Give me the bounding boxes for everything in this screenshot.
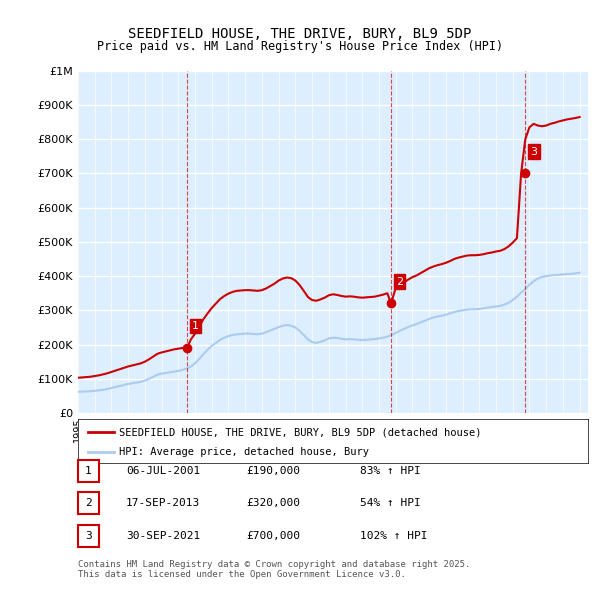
Text: Price paid vs. HM Land Registry's House Price Index (HPI): Price paid vs. HM Land Registry's House … bbox=[97, 40, 503, 53]
Text: 30-SEP-2021: 30-SEP-2021 bbox=[126, 531, 200, 540]
Text: 3: 3 bbox=[530, 147, 538, 156]
Text: SEEDFIELD HOUSE, THE DRIVE, BURY, BL9 5DP: SEEDFIELD HOUSE, THE DRIVE, BURY, BL9 5D… bbox=[128, 27, 472, 41]
Text: 17-SEP-2013: 17-SEP-2013 bbox=[126, 499, 200, 508]
Text: HPI: Average price, detached house, Bury: HPI: Average price, detached house, Bury bbox=[119, 447, 369, 457]
Text: £700,000: £700,000 bbox=[246, 531, 300, 540]
Text: Contains HM Land Registry data © Crown copyright and database right 2025.
This d: Contains HM Land Registry data © Crown c… bbox=[78, 560, 470, 579]
Text: 54% ↑ HPI: 54% ↑ HPI bbox=[360, 499, 421, 508]
Text: 2: 2 bbox=[396, 277, 403, 287]
Text: 1: 1 bbox=[85, 466, 92, 476]
Text: 1: 1 bbox=[192, 321, 199, 331]
Text: SEEDFIELD HOUSE, THE DRIVE, BURY, BL9 5DP (detached house): SEEDFIELD HOUSE, THE DRIVE, BURY, BL9 5D… bbox=[119, 427, 481, 437]
Text: £320,000: £320,000 bbox=[246, 499, 300, 508]
Text: 3: 3 bbox=[85, 531, 92, 540]
Text: 2: 2 bbox=[85, 499, 92, 508]
Text: 06-JUL-2001: 06-JUL-2001 bbox=[126, 466, 200, 476]
Text: 83% ↑ HPI: 83% ↑ HPI bbox=[360, 466, 421, 476]
Text: 102% ↑ HPI: 102% ↑ HPI bbox=[360, 531, 427, 540]
Text: £190,000: £190,000 bbox=[246, 466, 300, 476]
